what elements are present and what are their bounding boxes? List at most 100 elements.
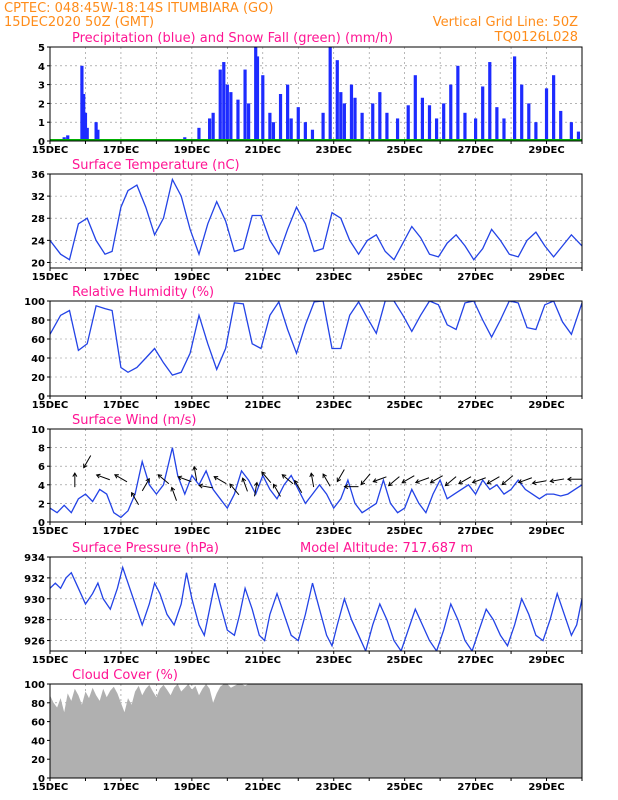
wind-frame [49,428,583,523]
precip-bar [434,118,439,141]
wind-arrow [198,483,214,489]
wind-arrow [414,477,430,484]
cloud-ytick-label: 60 [31,718,45,729]
wind-ytick-label: 2 [38,499,45,510]
precip-bar [495,107,499,141]
wind-arrow [549,478,565,484]
precip-xtick-label: 21DEC [245,145,281,156]
cloud-frame [49,683,583,779]
precip-bar [321,112,325,141]
precip-bar [481,86,485,141]
precip-bar [328,47,332,141]
precip-bar [229,92,233,141]
wind-arrow [157,474,170,485]
temp-xtick-label: 21DEC [245,272,281,283]
rh-ytick-label: 60 [31,335,45,346]
precip-bar [456,65,460,141]
wind-xtick-label: 29DEC [528,526,564,537]
wind-arrow [241,477,248,492]
pressure-ytick-label: 932 [24,574,45,585]
pressure-frame [49,556,583,652]
rh-xtick-label: 21DEC [245,400,281,411]
precip-bar [463,112,467,141]
wind-arrow [401,475,415,484]
precip-bar [303,122,307,141]
rh-xtick-label: 25DEC [386,400,422,411]
pressure-xtick-label: 17DEC [103,655,139,666]
precip-bar [513,56,517,141]
temp-xtick-label: 25DEC [386,272,422,283]
wind-ytick-label: 8 [38,444,45,455]
wind-xtick-label: 17DEC [103,526,139,537]
cloud-xtick-label: 27DEC [457,782,493,793]
wind-arrow [253,481,259,497]
wind-xtick-label: 15DEC [32,526,68,537]
temp-xtick-label: 23DEC [316,272,352,283]
precip-bar [211,112,215,141]
precip-bar [286,84,290,141]
precip-bar [236,99,240,141]
wind-arrow [170,486,177,501]
temp-xtick-label: 29DEC [528,272,564,283]
header-code: TQ0126L028 [494,30,578,45]
precip-bar [261,75,265,141]
precip-bar [96,129,100,141]
precip-bar [247,103,251,141]
wind-arrow [294,479,303,493]
precip-bar [243,69,247,141]
wind-arrow [372,476,387,483]
rh-plot [50,301,582,376]
rh-xtick-label: 29DEC [528,400,564,411]
precip-panel: 0 1 2 3 4 5 15DEC 17DEC 19DEC 21DEC 23DEC 25DEC 27DE… [32,31,583,156]
wind-arrow [83,455,92,469]
precip-bar [271,122,276,141]
precip-ytick-label: 0 [38,137,45,148]
precip-xtick-label: 27DEC [457,145,493,156]
temp-ytick-label: 32 [31,192,45,203]
wind-arrow [517,477,533,484]
precip-xtick-label: 25DEC [386,145,422,156]
pressure-title: Surface Pressure (hPa) [72,541,219,556]
cloud-ytick-label: 40 [31,736,45,747]
precip-bar [268,112,272,141]
precip-bar [225,84,229,141]
wind-title: Surface Wind (m/s) [72,413,196,428]
precip-bar [406,105,410,141]
precip-xtick-label: 23DEC [316,145,352,156]
precip-bar [385,112,389,141]
precip-bar [82,94,86,141]
cloud-xtick-label: 19DEC [174,782,210,793]
cloud-xtick-label: 15DEC [32,782,68,793]
wind-panel: 0 2 4 6 8 10 15DEC 17DEC 19DEC 21DEC 23DEC 25DEC 27D… [31,413,583,537]
rh-ytick-label: 0 [38,392,45,403]
rh-ytick-label: 40 [31,354,45,365]
pressure-xtick-label: 19DEC [174,655,210,666]
wind-arrow [213,476,227,485]
precip-bar [254,47,258,141]
precip-xtick-label: 15DEC [32,145,68,156]
rh-xtick-label: 17DEC [103,400,139,411]
pressure-panel: 926 928 930 932 934 15DEC 17DEC 19DEC 21DEC 23DEC… [24,541,583,666]
wind-arrow [429,475,443,484]
wind-arrow [309,472,315,488]
rh-xtick-label: 27DEC [457,400,493,411]
pressure-plot [50,565,582,651]
precip-bar [197,127,201,141]
wind-arrow [360,473,371,486]
wind-arrow [177,475,192,483]
pressure-ytick-label: 928 [24,616,45,627]
wind-xtick-label: 19DEC [174,526,210,537]
precip-bar [544,88,549,141]
cloud-xtick-label: 25DEC [386,782,422,793]
wind-arrow [192,465,198,481]
wind-arrow [229,483,240,496]
precip-bar [339,92,343,141]
temp-xtick-label: 17DEC [103,272,139,283]
pressure-ytick-label: 934 [24,553,45,564]
temp-title: Surface Temperature (nC) [72,158,240,173]
precip-bar [576,131,581,141]
precip-bar [80,65,84,141]
wind-xtick-label: 21DEC [245,526,281,537]
cloud-area [50,684,582,778]
